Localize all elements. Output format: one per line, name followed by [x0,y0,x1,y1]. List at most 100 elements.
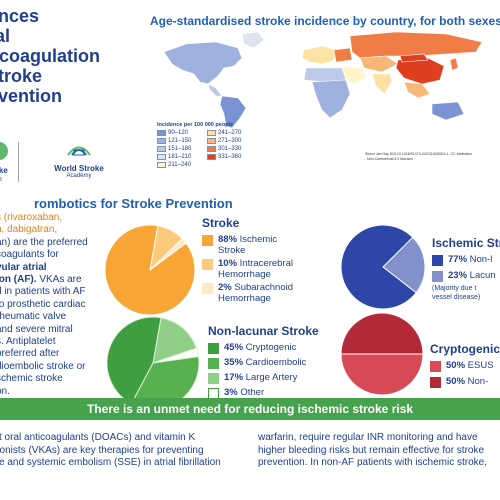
title-line: ral [0,26,11,46]
legend-swatch [202,259,213,270]
academy-emblem-icon [65,138,93,158]
map-region-sub-saharan-africa [311,79,351,119]
unmet-need-banner: There is an unmet need for reducing isch… [0,398,500,420]
legend-swatch [207,154,216,160]
academy-name: World Stroke [54,164,104,173]
text-line: vular atrial [0,261,47,273]
text-line: gonists (VKAs) are key therapies for pre… [0,444,204,456]
pie-ischemic-slice-1 [340,224,417,310]
stroke-legend: Stroke 88% Ischemic Stroke 10% Intracereb… [202,216,322,306]
legend-row: 2% Subarachnoid Hemorrhage [202,282,322,304]
academy-subname: Academy [66,173,92,179]
map-region-europe [301,45,337,65]
bottom-text-right: warfarin, require regular INR monitoring… [258,432,500,470]
text-line: an) are the preferred [0,236,88,248]
text-line: higher bleeding risks but remain effecti… [258,444,485,456]
map-region-greenland [241,31,265,49]
non-lacunar-pie-chart [106,316,200,410]
pie-cryptogenic-slice-1 [340,353,424,396]
text-line: on. [0,385,10,397]
map-title: Age-standardised stroke incidence by cou… [150,14,500,28]
legend-item: 271–300 [207,138,257,144]
ischemic-legend: Ischemic Stro 77% Non-l 23% Lacun (Major… [432,236,500,302]
title-line: evention [0,86,63,106]
text-line: rheumatic valve [0,311,67,323]
legend-row: 10% Intracerebral Hemorrhage [202,258,322,280]
map-region-central-america [207,83,223,97]
partner-logo-text: oke [0,166,8,175]
legend-swatch [430,377,441,388]
pie-ischemic-slice-0 [382,236,426,294]
partner-logo: oke on [0,138,16,186]
map-region-north-america [163,41,243,85]
legend-row: 23% Lacun [432,270,500,282]
map-region-north-africa [303,67,347,83]
legend-swatch [432,255,443,266]
credit-line: - Non-Commercial 4.0 licenses [365,157,413,161]
pie-cryptogenic-slice-0 [340,312,424,355]
world-stroke-academy-logo: World Stroke Academy [34,138,124,186]
legend-swatch [207,130,216,136]
legend-row: 50% ESUS [430,360,500,372]
legend-label: 121–150 [168,138,192,144]
map-region-southeast-asia [403,81,431,99]
cryptogenic-legend-title: Cryptogenic S [430,342,500,356]
ischemic-legend-title: Ischemic Stro [432,236,500,250]
poster-title: ances ral ticoagulation stroke evention [0,6,138,106]
legend-label: 331–360 [218,154,242,160]
map-legend: Incidence per 100 000 people 90–120 241–2… [157,122,267,168]
partner-logo-subtext: on [0,176,2,183]
map-region-south-asia [371,73,393,95]
map-region-mongolia [399,53,429,63]
text-line: ke and systemic embolism (SSE) in atrial… [0,457,221,468]
legend-item: 121–150 [157,138,207,144]
non-lacunar-legend: Non-lacunar Stroke 45% Cryptogenic 35% C… [208,324,338,401]
legend-swatch [157,138,166,144]
text-line: preferred after [0,348,60,360]
legend-swatch [202,283,213,294]
non-lacunar-legend-title: Non-lacunar Stroke [208,324,319,338]
text-line: ion (AF). VKAs are [0,274,82,286]
legend-swatch [157,162,166,168]
text-line: n, dabigatran, [0,224,58,236]
legend-swatch [207,138,216,144]
pie-nonlacunar-slice-3 [106,316,162,405]
section-title: rombotics for Stroke Prevention [34,196,233,211]
text-line: d in patients with AF [0,286,86,298]
logo-divider [18,142,19,182]
legend-item: 90–120 [157,130,207,136]
stroke-legend-title: Stroke [202,216,240,230]
map-region-russia [349,31,483,59]
legend-swatch [432,271,443,282]
legend-label: 301–330 [218,146,242,152]
map-region-eastern-europe [333,47,353,63]
legend-swatch [157,130,166,136]
legend-swatch [430,361,441,372]
world-incidence-map [163,31,483,129]
map-credit: Simon Jan Hay DOI:10.1016/S1474-4422(16)… [365,152,500,162]
legend-item: 331–360 [207,154,257,160]
text-line: coagulants for [0,249,59,261]
legend-swatch [157,154,166,160]
legend-item: 241–270 [207,130,257,136]
legend-swatch [202,235,213,246]
legend-label: 241–270 [218,130,242,136]
legend-swatch [207,146,216,152]
legend-swatch [208,358,219,369]
legend-row: 17% Large Artery [208,372,338,384]
legend-grid: 90–120 241–270 121–150 271–300 151–180 301–33… [157,130,267,168]
map-region-australia [431,101,465,121]
legend-item: 181–210 [157,154,207,160]
title-line: ticoagulation [0,46,100,66]
legend-label: 151–180 [168,146,192,152]
legend-row: 45% Cryptogenic [208,342,338,354]
cryptogenic-pie-chart [340,312,424,396]
partner-logo-mark-icon [0,142,8,160]
map-region-central-asia [359,55,399,73]
map-region-china [395,57,445,85]
logos: oke on World Stroke Academy [0,138,144,186]
map-region-japan [449,57,459,71]
title-line: stroke [0,66,43,86]
legend-row: 88% Ischemic Stroke [202,234,322,256]
bottom-text-left: ct oral anticoagulants (DOACs) and vitam… [0,432,252,470]
